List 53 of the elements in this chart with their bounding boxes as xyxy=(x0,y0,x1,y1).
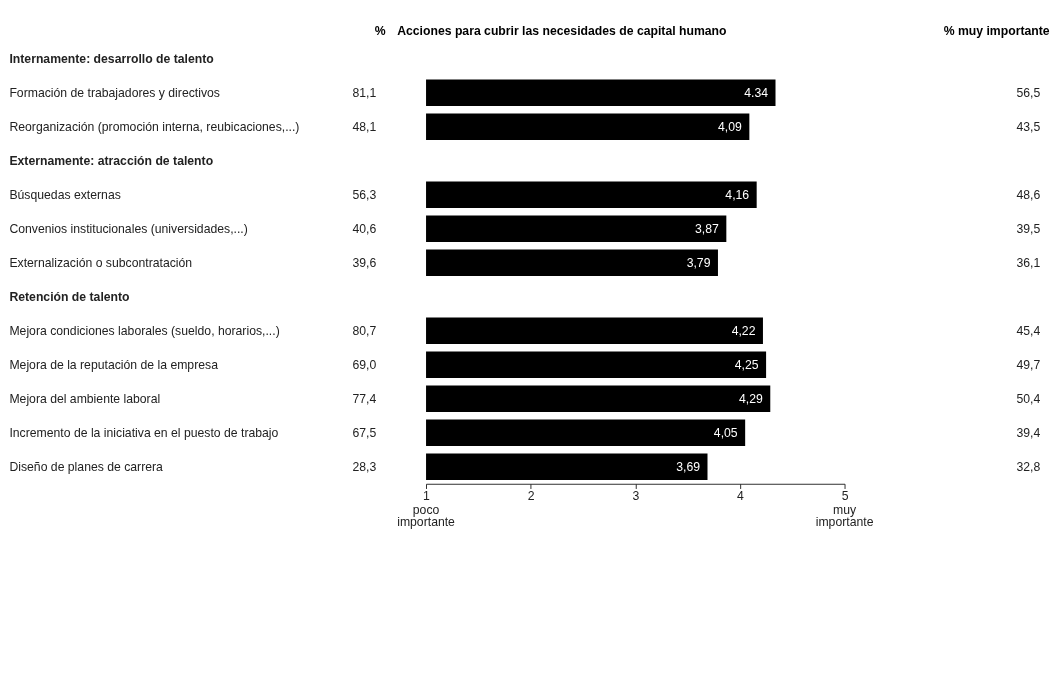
category-label: Externamente: atracción de talento xyxy=(9,153,214,168)
category-label: Mejora del ambiente laboral xyxy=(9,391,161,406)
text: muy importante xyxy=(815,502,874,530)
data-label: 48,6 xyxy=(1016,187,1041,202)
data-label: 39,4 xyxy=(1016,425,1041,440)
data-label: 39,5 xyxy=(1016,221,1041,236)
data-label: 43,5 xyxy=(1016,119,1041,134)
category-label: Mejora de la reputación de la empresa xyxy=(9,357,219,372)
text: % xyxy=(374,24,386,39)
chart-title: Acciones para cubrir las necesidades de capital humano xyxy=(397,24,727,39)
category-label: Formación de trabajadores y directivos xyxy=(9,85,220,100)
x-tick-label: 3 xyxy=(632,489,640,504)
data-label: 80,7 xyxy=(352,323,377,338)
data-label: 69,0 xyxy=(352,357,377,372)
category-label: Externalización o subcontratación xyxy=(9,255,193,270)
category-label: Diseño de planes de carrera xyxy=(9,459,164,474)
data-label: 39,6 xyxy=(352,255,377,270)
data-label: 40,6 xyxy=(352,221,377,236)
data-label: 4,22 xyxy=(731,323,756,338)
x-tick-label: 1 xyxy=(423,489,431,504)
data-label: 4,25 xyxy=(734,357,759,372)
data-label: 4,09 xyxy=(718,119,743,134)
data-label: 81,1 xyxy=(352,85,377,100)
category-label: Incremento de la iniciativa en el puesto de trabajo xyxy=(9,425,279,440)
data-label: 67,5 xyxy=(352,425,377,440)
text: % muy importante xyxy=(943,24,1050,39)
x-tick-label: 5 xyxy=(841,489,849,504)
text: poco importante xyxy=(397,502,456,530)
data-label: 28,3 xyxy=(352,459,377,474)
category-label: Retención de talento xyxy=(9,289,130,304)
data-label: 48,1 xyxy=(352,119,377,134)
data-label: 4.34 xyxy=(744,85,769,100)
data-label: 3,87 xyxy=(695,221,720,236)
x-tick-label: 4 xyxy=(737,489,745,504)
category-label: Búsquedas externas xyxy=(9,187,121,202)
x-tick-label: 2 xyxy=(527,489,535,504)
category-label: Reorganización (promoción interna, reubicaciones,...) xyxy=(9,119,300,134)
data-label: 49,7 xyxy=(1016,357,1041,372)
data-label: 4,29 xyxy=(738,391,763,406)
data-label: 3,69 xyxy=(676,459,701,474)
data-label: 56,5 xyxy=(1016,85,1041,100)
category-label: Mejora condiciones laborales (sueldo, horarios,...) xyxy=(9,323,280,338)
data-label: 32,8 xyxy=(1016,459,1041,474)
category-label: Internamente: desarrollo de talento xyxy=(9,51,214,66)
data-label: 45,4 xyxy=(1016,323,1041,338)
data-label: 4,05 xyxy=(713,425,738,440)
data-label: 77,4 xyxy=(352,391,377,406)
data-label: 56,3 xyxy=(352,187,377,202)
data-label: 3,79 xyxy=(686,255,711,270)
data-label: 4,16 xyxy=(725,187,750,202)
data-label: 36,1 xyxy=(1016,255,1041,270)
category-label: Convenios institucionales (universidades,...) xyxy=(9,221,248,236)
data-label: 50,4 xyxy=(1016,391,1041,406)
